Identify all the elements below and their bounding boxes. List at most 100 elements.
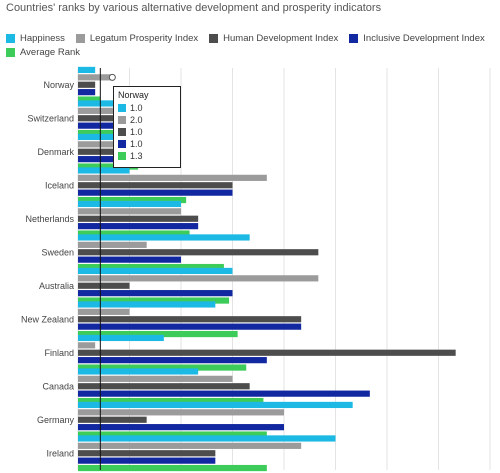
category-labels: Norway Switzerland Denmark Iceland Netherlan… xyxy=(21,80,75,459)
bar-netherlands-legatum-prosperity-index[interactable] xyxy=(78,208,181,215)
category-label-netherlands: Netherlands xyxy=(25,214,74,224)
bar-finland-human-development-index[interactable] xyxy=(78,349,456,356)
legend-label-average: Average Rank xyxy=(20,46,81,58)
bar-iceland-legatum-prosperity-index[interactable] xyxy=(78,174,267,181)
bar-new-zealand-happiness[interactable] xyxy=(78,301,216,308)
tooltip-swatch xyxy=(118,128,126,136)
bar-canada-inclusive-development-index[interactable] xyxy=(78,390,370,397)
category-label-australia: Australia xyxy=(39,281,74,291)
tooltip-row-average: 1.3 xyxy=(118,150,176,162)
tooltip-swatch xyxy=(118,104,126,112)
bar-sweden-happiness[interactable] xyxy=(78,234,250,241)
bar-finland-happiness[interactable] xyxy=(78,334,164,342)
bar-sweden-average-rank[interactable] xyxy=(78,263,224,271)
legend-label-hdi: Human Development Index xyxy=(223,32,339,44)
bar-australia-happiness[interactable] xyxy=(78,267,233,275)
bar-norway-human-development-index[interactable] xyxy=(78,81,96,88)
tooltip-value: 1.3 xyxy=(130,151,143,161)
bar-ireland-inclusive-development-index[interactable] xyxy=(78,457,216,464)
bar-germany-inclusive-development-index[interactable] xyxy=(78,424,284,431)
bar-ireland-average-rank[interactable] xyxy=(78,464,267,472)
category-label-denmark: Denmark xyxy=(37,147,74,157)
bar-denmark-happiness[interactable] xyxy=(78,133,130,141)
legend-item-idi[interactable]: Inclusive Development Index xyxy=(349,32,485,44)
bar-canada-happiness[interactable] xyxy=(78,368,199,375)
legend-swatch-average xyxy=(6,47,15,57)
tooltip-swatch xyxy=(118,152,126,160)
bar-netherlands-inclusive-development-index[interactable] xyxy=(78,223,199,230)
bar-iceland-average-rank[interactable] xyxy=(78,196,187,204)
bar-denmark-inclusive-development-index[interactable] xyxy=(78,156,130,163)
bar-finland-legatum-prosperity-index[interactable] xyxy=(78,342,96,349)
legend-swatch-legatum xyxy=(75,33,85,43)
bar-switzerland-happiness[interactable] xyxy=(78,100,130,107)
legend-swatch-idi xyxy=(349,33,359,43)
category-label-iceland: Iceland xyxy=(45,180,74,190)
bar-iceland-human-development-index[interactable] xyxy=(78,182,233,189)
legend-item-happiness[interactable]: Happiness xyxy=(6,33,65,44)
bar-switzerland-human-development-index[interactable] xyxy=(78,115,130,122)
bar-netherlands-human-development-index[interactable] xyxy=(78,215,199,222)
tooltip-row-happiness: 1.0 xyxy=(118,102,176,114)
legend-item-legatum[interactable]: Legatum Prosperity Index xyxy=(75,32,199,44)
bar-australia-inclusive-development-index[interactable] xyxy=(78,290,233,297)
bar-finland-inclusive-development-index[interactable] xyxy=(78,357,267,364)
bar-germany-human-development-index[interactable] xyxy=(78,416,147,423)
hover-marker xyxy=(108,73,116,81)
bar-denmark-legatum-prosperity-index[interactable] xyxy=(78,141,130,148)
bar-ireland-happiness[interactable] xyxy=(78,435,336,442)
legend-item-average[interactable]: Average Rank xyxy=(6,47,80,58)
bar-germany-average-rank[interactable] xyxy=(78,431,267,438)
bar-germany-legatum-prosperity-index[interactable] xyxy=(78,409,284,416)
bar-new-zealand-inclusive-development-index[interactable] xyxy=(78,323,302,330)
bar-switzerland-inclusive-development-index[interactable] xyxy=(78,122,147,129)
bar-ireland-legatum-prosperity-index[interactable] xyxy=(78,442,302,449)
category-label-ireland: Ireland xyxy=(46,448,74,458)
bar-sweden-legatum-prosperity-index[interactable] xyxy=(78,241,147,248)
bar-ireland-human-development-index[interactable] xyxy=(78,450,216,457)
legend-label-legatum: Legatum Prosperity Index xyxy=(89,32,199,44)
category-label-new-zealand: New Zealand xyxy=(21,314,74,324)
tooltip-swatch xyxy=(118,116,126,124)
category-label-germany: Germany xyxy=(37,415,75,425)
bar-new-zealand-legatum-prosperity-index[interactable] xyxy=(78,308,130,315)
bar-netherlands-average-rank[interactable] xyxy=(78,230,190,237)
tooltip-value: 1.0 xyxy=(130,103,143,113)
bar-canada-human-development-index[interactable] xyxy=(78,383,250,390)
bar-australia-legatum-prosperity-index[interactable] xyxy=(78,275,319,282)
bar-sweden-human-development-index[interactable] xyxy=(78,249,319,256)
legend-swatch-hdi xyxy=(209,33,219,43)
chart-title: Countries' ranks by various alternative … xyxy=(6,2,382,14)
bar-norway-inclusive-development-index[interactable] xyxy=(78,89,96,96)
bar-canada-legatum-prosperity-index[interactable] xyxy=(78,375,233,382)
bar-australia-human-development-index[interactable] xyxy=(78,282,130,289)
bar-netherlands-happiness[interactable] xyxy=(78,200,181,208)
tooltip-swatch xyxy=(118,140,126,148)
bar-sweden-inclusive-development-index[interactable] xyxy=(78,256,181,263)
bar-finland-average-rank[interactable] xyxy=(78,364,247,371)
bar-new-zealand-average-rank[interactable] xyxy=(78,330,238,338)
tooltip-row-legatum: 2.0 xyxy=(118,114,176,126)
bar-new-zealand-human-development-index[interactable] xyxy=(78,316,302,323)
bar-norway-happiness[interactable] xyxy=(78,66,96,74)
bar-iceland-inclusive-development-index[interactable] xyxy=(78,189,233,196)
bar-norway-average-rank[interactable] xyxy=(78,96,101,103)
bar-norway-legatum-prosperity-index[interactable] xyxy=(78,74,113,81)
bars xyxy=(78,66,456,472)
bar-switzerland-legatum-prosperity-index[interactable] xyxy=(78,107,130,114)
bar-iceland-happiness[interactable] xyxy=(78,167,130,174)
legend-label-idi: Inclusive Development Index xyxy=(363,32,485,44)
legend-item-hdi[interactable]: Human Development Index xyxy=(209,33,338,44)
category-label-norway: Norway xyxy=(43,80,74,90)
bar-canada-average-rank[interactable] xyxy=(78,397,264,405)
category-label-sweden: Sweden xyxy=(41,247,74,257)
category-label-finland: Finland xyxy=(44,348,74,358)
tooltip-row-hdi: 1.0 xyxy=(118,126,176,138)
bar-denmark-average-rank[interactable] xyxy=(78,163,139,170)
tooltip-value: 1.0 xyxy=(130,127,143,137)
bar-germany-happiness[interactable] xyxy=(78,401,353,409)
bar-switzerland-average-rank[interactable] xyxy=(78,129,135,137)
tooltip: Norway 1.0 2.0 1.0 1.0 1.3 xyxy=(113,86,181,168)
bar-australia-average-rank[interactable] xyxy=(78,297,230,304)
